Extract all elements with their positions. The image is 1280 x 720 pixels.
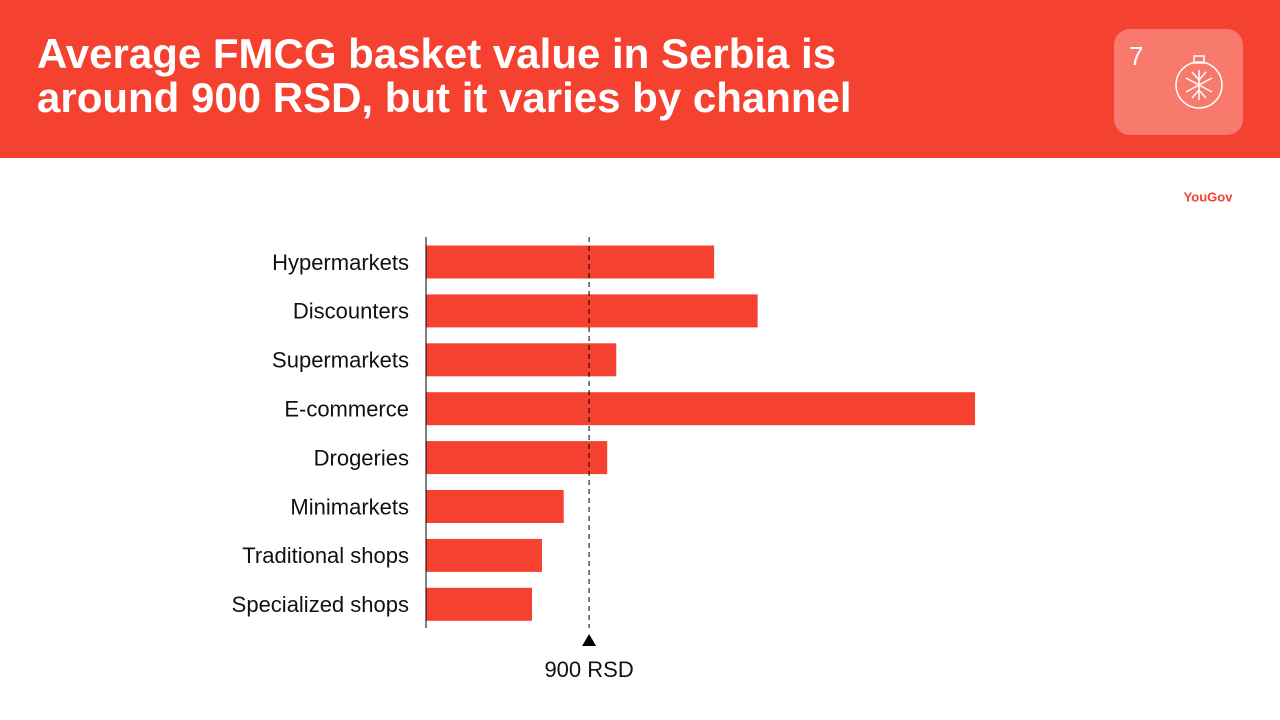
reference-marker <box>582 634 597 646</box>
bar <box>426 245 715 279</box>
header-band <box>0 0 1280 158</box>
category-label: Traditional shops <box>242 543 409 568</box>
category-label: Minimarkets <box>290 494 409 519</box>
bar <box>426 294 758 328</box>
bar <box>426 392 976 426</box>
chart: Hypermarkets Discounters Supermarkets E-com… <box>232 237 976 682</box>
category-label: Discounters <box>293 299 409 324</box>
page-badge <box>1114 29 1243 135</box>
page-number: 7 <box>1129 41 1143 71</box>
reference-label: 900 RSD <box>544 657 633 682</box>
bar <box>426 343 617 377</box>
ornament-icon <box>1175 55 1223 109</box>
category-label: Specialized shops <box>232 592 409 617</box>
bar <box>426 490 564 523</box>
category-label: Supermarkets <box>272 348 409 373</box>
bar <box>426 441 608 475</box>
bar <box>426 587 533 621</box>
bar <box>426 538 542 572</box>
category-label: Hypermarkets <box>272 250 409 275</box>
brand-logo: YouGov <box>1184 189 1234 204</box>
category-label: E-commerce <box>284 397 409 422</box>
slide-title: Average FMCG basket value in Serbia is ar… <box>37 30 852 121</box>
category-label: Drogeries <box>314 445 409 470</box>
